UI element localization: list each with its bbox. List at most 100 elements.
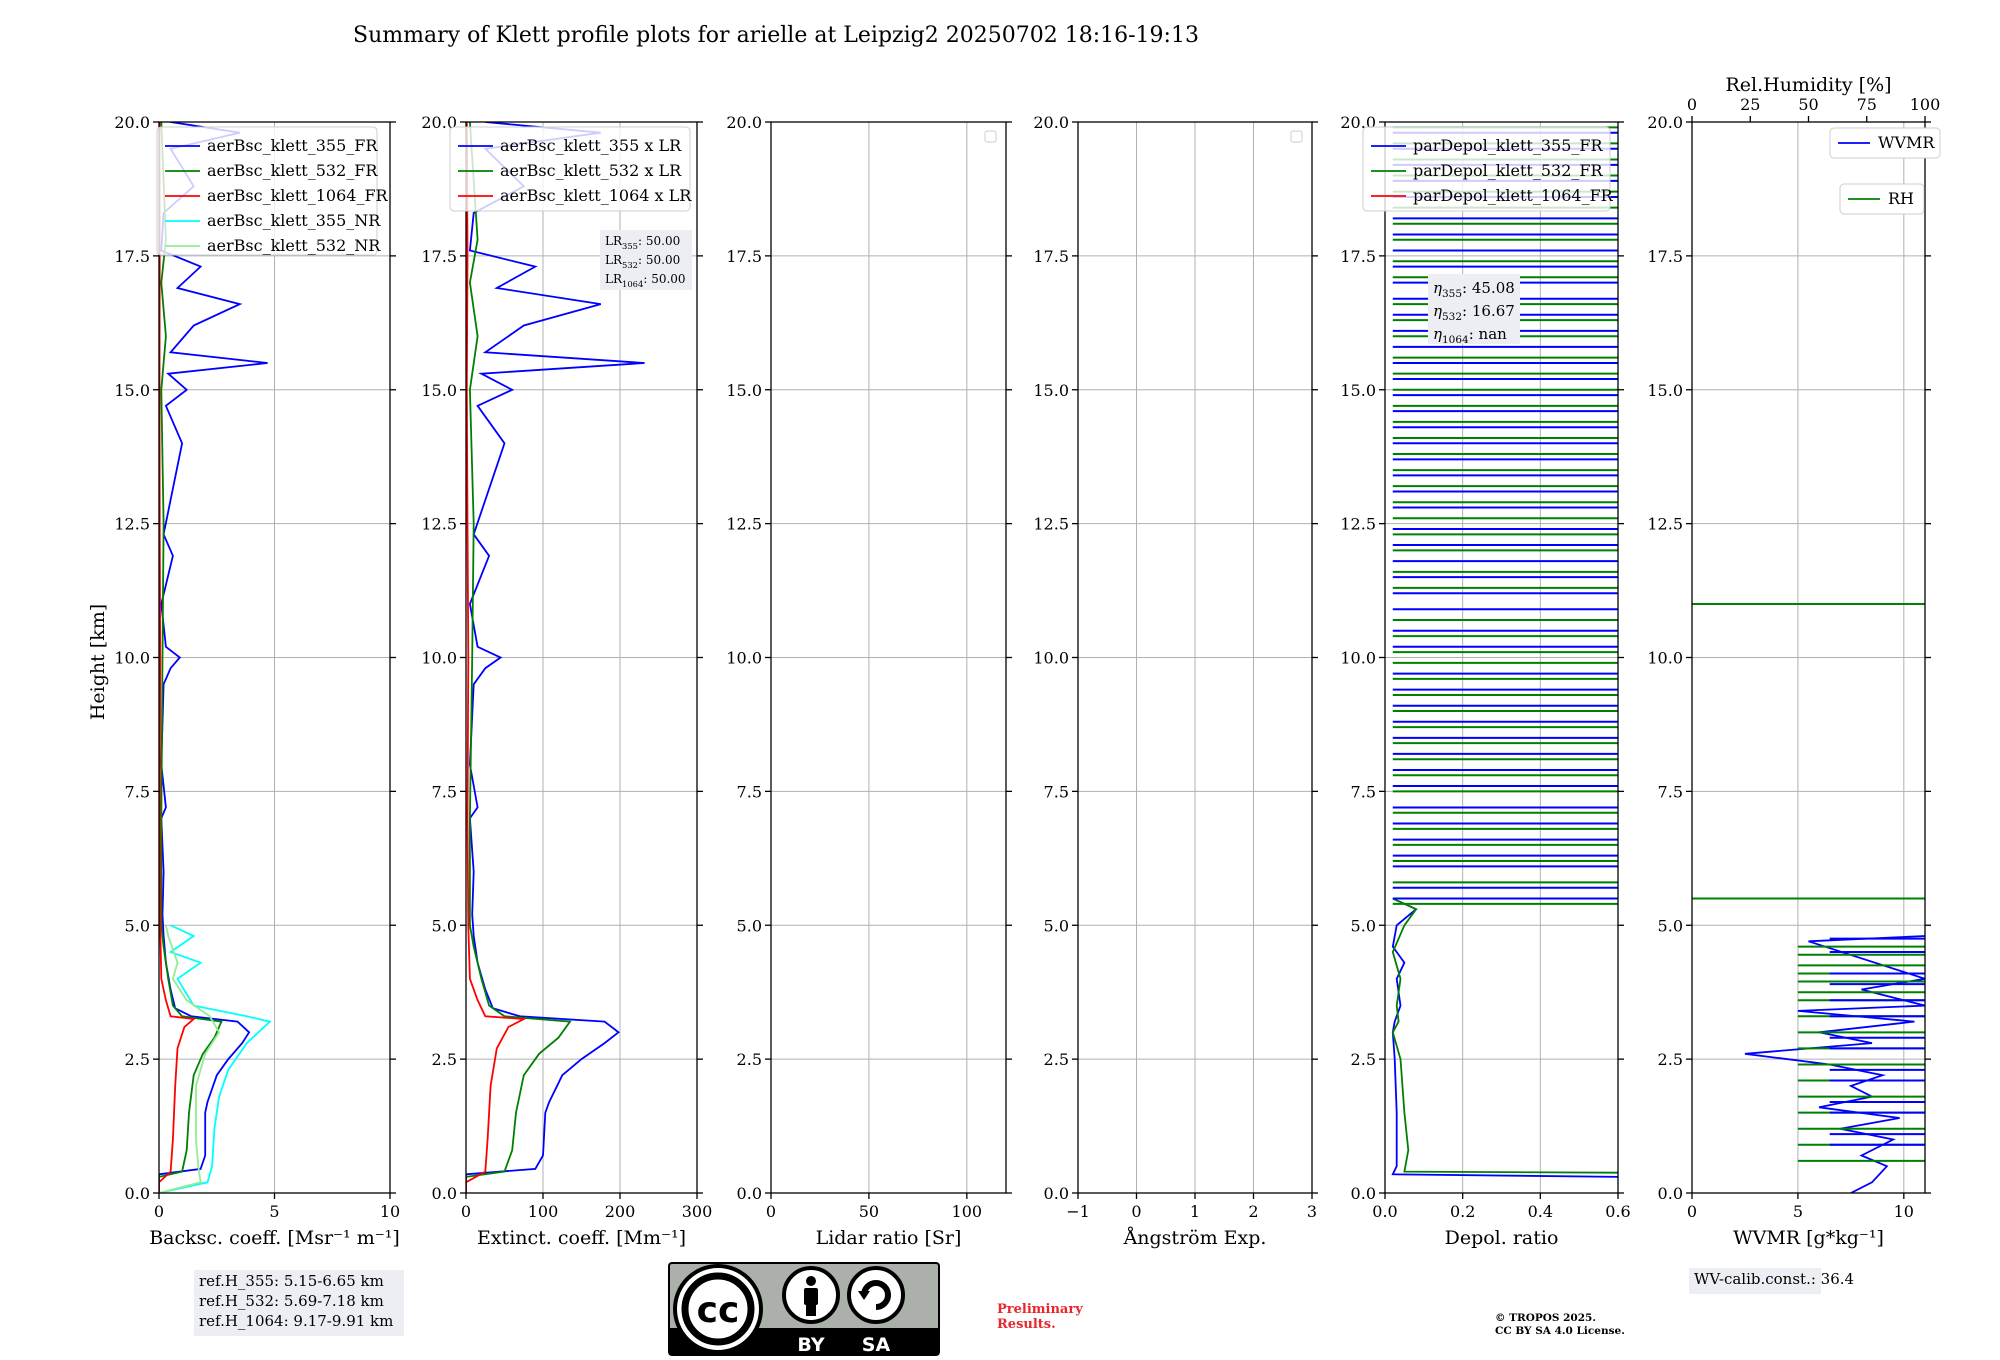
y-tick-label: 7.5	[1658, 782, 1683, 801]
y-tick-label: 20.0	[726, 113, 762, 132]
legend: aerBsc_klett_355 x LR aerBsc_klett_532 x …	[449, 126, 692, 212]
y-tick-label: 17.5	[1033, 247, 1069, 266]
x-axis-label: Depol. ratio	[1445, 1227, 1559, 1249]
y-tick-label: 10.0	[114, 649, 150, 668]
panel-lidar-ratio: 0.0 2.5 5.0 7.5 10.0 12.5 15.0 17.5 20.0 0 50 100 Li…	[726, 113, 1012, 1249]
x-tick-label: 50	[859, 1202, 879, 1221]
panel-depol: 0.02.55.07.510.012.515.017.520.00.0 0.2 0.…	[1340, 113, 1630, 1249]
y-tick-label: 5.0	[432, 916, 457, 935]
x-tick-label: 2	[1248, 1202, 1258, 1221]
x-axis-label: Extinct. coeff. [Mm⁻¹]	[477, 1227, 686, 1249]
y-tick-label: 12.5	[1033, 515, 1069, 534]
legend-entry: WVMR	[1878, 133, 1935, 152]
x2-axis-label: Rel.Humidity [%]	[1725, 74, 1891, 96]
x-tick-label: 200	[605, 1202, 636, 1221]
panel-angstrom: 0.0 2.5 5.0 7.5 10.0 12.5 15.0 17.5 20.0 −1 0 1 2 3 Ån…	[1033, 113, 1318, 1249]
y-tick-label: 15.0	[1033, 381, 1069, 400]
x2-tick-label: 0	[1687, 95, 1697, 114]
legend-entry: RH	[1888, 189, 1914, 208]
empty-legend	[984, 130, 997, 143]
y-tick-label: 17.5	[726, 247, 762, 266]
x-tick-label: 0.4	[1528, 1202, 1553, 1221]
y-tick-label: 2.5	[125, 1050, 150, 1069]
y-tick-label: 10.0	[1340, 649, 1376, 668]
y-tick-label: 15.0	[1340, 381, 1376, 400]
x2-tick-label: 75	[1857, 95, 1877, 114]
x-tick-label: 100	[528, 1202, 559, 1221]
y-tick-label: 12.5	[114, 515, 150, 534]
sa-label: SA	[862, 1334, 891, 1356]
x-tick-label: 5	[269, 1202, 279, 1221]
y-tick-label: 17.5	[114, 247, 150, 266]
y-tick-label: 15.0	[1647, 381, 1683, 400]
legend-entry: aerBsc_klett_355_NR	[207, 211, 381, 230]
legend-entry: parDepol_klett_355_FR	[1413, 136, 1604, 155]
legend: parDepol_klett_355_FR parDepol_klett_532_…	[1362, 126, 1614, 212]
y-tick-label: 5.0	[1658, 916, 1683, 935]
y-tick-label: 2.5	[432, 1050, 457, 1069]
legend-frame	[449, 126, 691, 212]
annotation-box	[600, 230, 692, 290]
x2-tick-label: 50	[1798, 95, 1818, 114]
y-tick-label: 17.5	[1647, 247, 1683, 266]
y-tick-label: 0.0	[737, 1184, 762, 1203]
legend-entry: aerBsc_klett_1064_FR	[207, 186, 389, 205]
y-tick-label: 20.0	[114, 113, 150, 132]
x2-tick-label: 100	[1910, 95, 1941, 114]
y-tick-label: 2.5	[1658, 1050, 1683, 1069]
copyright-line-2: CC BY SA 4.0 License.	[1495, 1325, 1625, 1337]
x-tick-label: 0	[154, 1202, 164, 1221]
y-tick-label: 2.5	[737, 1050, 762, 1069]
x-tick-label: 0.0	[1372, 1202, 1397, 1221]
y-tick-label: 5.0	[1351, 916, 1376, 935]
annotation-line: ref.H_355: 5.15-6.65 km	[199, 1272, 384, 1290]
x-tick-label: 0	[461, 1202, 471, 1221]
legend-entry: aerBsc_klett_532_FR	[207, 161, 378, 180]
x-tick-label: 100	[952, 1202, 983, 1221]
series-aerBsc_klett_532 x LR	[466, 122, 572, 1193]
annotation-box	[194, 1270, 404, 1336]
y-tick-label: 7.5	[1044, 782, 1069, 801]
annotation-line: LR1064: 50.00	[605, 272, 686, 289]
annotation-line: LR355: 50.00	[605, 234, 680, 251]
panel-wvmr: 0.02.55.07.510.012.515.017.520.00 5 10WVMR…	[1647, 74, 1941, 1294]
x-tick-label: 0	[1131, 1202, 1141, 1221]
copyright-line-1: © TROPOS 2025.	[1495, 1312, 1596, 1324]
x-axis-label: Lidar ratio [Sr]	[816, 1227, 962, 1249]
x-tick-label: −1	[1066, 1202, 1090, 1221]
legend-entry: aerBsc_klett_1064 x LR	[500, 186, 692, 205]
data-layer	[159, 122, 272, 1193]
y-tick-label: 5.0	[1044, 916, 1069, 935]
y-tick-label: 10.0	[421, 649, 457, 668]
x-tick-label: 0.2	[1450, 1202, 1475, 1221]
x-tick-label: 0.6	[1605, 1202, 1630, 1221]
series-parDepol_klett_532_FR	[1391, 897, 1618, 1174]
y-tick-label: 15.0	[421, 381, 457, 400]
annotation-line: η355: 45.08	[1433, 279, 1515, 300]
series-aerBsc_klett_1064 x LR	[466, 122, 528, 1193]
legend-frame	[156, 126, 378, 256]
panel-backscatter: 0.0 2.5 5.0 7.5 10.0 12.5 15.0 17.5 20.0 0 5 10 Back…	[114, 113, 404, 1336]
x-axis-label: WVMR [g*kg⁻¹]	[1733, 1227, 1884, 1249]
cc-label: cc	[697, 1290, 740, 1331]
y-tick-label: 2.5	[1351, 1050, 1376, 1069]
y-tick-label: 15.0	[114, 381, 150, 400]
preliminary-line-2: Results.	[997, 1317, 1056, 1332]
data-layer	[1692, 602, 1925, 1193]
legend-frame	[1829, 127, 1941, 159]
x-tick-label: 0	[1687, 1202, 1697, 1221]
x2-tick-label: 25	[1740, 95, 1760, 114]
y-tick-label: 5.0	[125, 916, 150, 935]
x-tick-label: 3	[1307, 1202, 1317, 1221]
legend-entry: aerBsc_klett_355_FR	[207, 136, 378, 155]
y-tick-label: 5.0	[737, 916, 762, 935]
panel-extinction: 0.0 2.5 5.0 7.5 10.0 12.5 15.0 17.5 20.0 0 100 200 3…	[421, 113, 712, 1249]
y-tick-label: 10.0	[1647, 649, 1683, 668]
legend-entry: aerBsc_klett_355 x LR	[500, 136, 682, 155]
legend-frame	[1362, 126, 1611, 212]
legend-entry: aerBsc_klett_532 x LR	[500, 161, 682, 180]
series-aerBsc_klett_532_FR	[159, 122, 223, 1193]
legend: aerBsc_klett_355_FR aerBsc_klett_532_FRae…	[156, 126, 389, 256]
